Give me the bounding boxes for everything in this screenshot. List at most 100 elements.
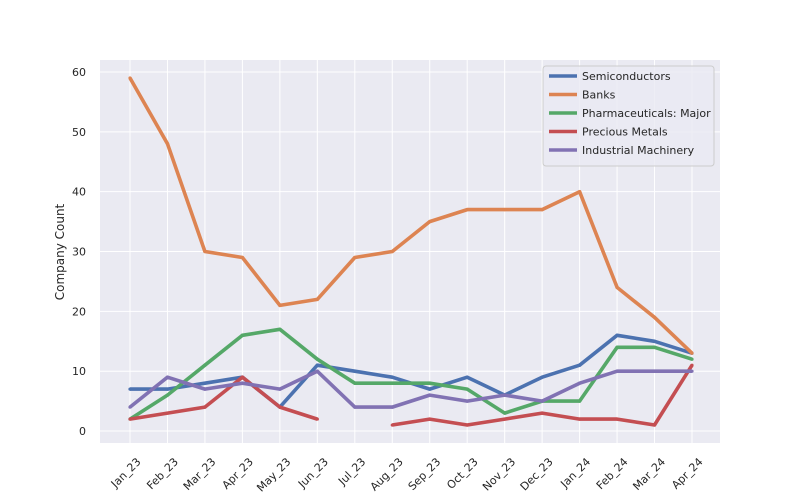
x-tick-label: Dec_23 bbox=[518, 455, 556, 493]
data-point bbox=[278, 303, 282, 307]
y-axis: 0 10 20 30 40 50 60 bbox=[72, 66, 86, 438]
data-point bbox=[315, 357, 319, 361]
data-point bbox=[353, 255, 357, 260]
x-tick-label: Aug_23 bbox=[368, 455, 406, 493]
x-tick-label: May_23 bbox=[254, 455, 293, 494]
x-tick-label: Jun_23 bbox=[295, 455, 331, 491]
data-point bbox=[615, 333, 619, 337]
data-point bbox=[503, 393, 507, 397]
data-point bbox=[615, 285, 619, 290]
legend-entry: Banks bbox=[582, 89, 616, 102]
data-point bbox=[465, 423, 469, 427]
x-tick-label: Oct_23 bbox=[444, 455, 480, 491]
y-tick-label: 20 bbox=[72, 305, 86, 318]
data-point bbox=[203, 381, 207, 385]
data-point bbox=[615, 417, 619, 421]
data-point bbox=[690, 351, 694, 355]
legend-entry: Industrial Machinery bbox=[582, 144, 695, 157]
data-point bbox=[278, 387, 282, 391]
data-point bbox=[578, 417, 582, 421]
data-point bbox=[428, 393, 432, 397]
grid bbox=[100, 60, 720, 443]
data-point bbox=[652, 345, 657, 349]
legend-entry: Semiconductors bbox=[582, 70, 671, 83]
series-layer bbox=[128, 76, 694, 427]
series-precious-metals bbox=[128, 363, 694, 427]
data-point bbox=[690, 369, 694, 373]
data-point bbox=[165, 387, 170, 391]
data-point bbox=[165, 411, 170, 415]
data-point bbox=[540, 399, 544, 403]
y-tick-label: 30 bbox=[72, 246, 86, 259]
data-point bbox=[465, 399, 469, 403]
data-point bbox=[390, 423, 394, 427]
data-point bbox=[503, 417, 507, 421]
data-point bbox=[203, 363, 207, 367]
data-point bbox=[578, 381, 582, 385]
x-tick-label: Jan_24 bbox=[557, 455, 593, 491]
data-point bbox=[578, 363, 582, 367]
x-tick-label: Feb_23 bbox=[144, 455, 181, 492]
data-point bbox=[315, 417, 319, 421]
data-point bbox=[652, 339, 657, 343]
data-point bbox=[128, 417, 132, 421]
data-point bbox=[428, 381, 432, 385]
data-point bbox=[353, 369, 357, 373]
legend-frame bbox=[542, 65, 715, 167]
data-point bbox=[390, 381, 394, 385]
y-axis-label: Company Count bbox=[53, 203, 67, 300]
x-tick-label: Nov_23 bbox=[480, 455, 518, 493]
data-point bbox=[203, 249, 207, 254]
data-point bbox=[278, 405, 282, 409]
y-tick-label: 60 bbox=[72, 66, 86, 79]
x-tick-label: Apr_24 bbox=[669, 455, 705, 491]
data-point bbox=[428, 417, 432, 421]
data-point bbox=[465, 375, 469, 379]
data-point bbox=[390, 249, 394, 254]
series-line bbox=[128, 77, 694, 355]
series-industrial-machinery bbox=[128, 369, 694, 409]
y-tick-label: 0 bbox=[79, 425, 86, 438]
data-point bbox=[578, 399, 582, 403]
data-point bbox=[165, 393, 170, 397]
data-point bbox=[240, 255, 244, 260]
data-point bbox=[652, 423, 657, 427]
data-point bbox=[652, 315, 657, 319]
data-point bbox=[578, 190, 582, 194]
data-point bbox=[278, 327, 282, 331]
data-point bbox=[240, 381, 244, 385]
series-line bbox=[128, 369, 692, 409]
legend[interactable]: Semiconductors Banks Pharmaceuticals: Majo… bbox=[542, 65, 715, 167]
data-point bbox=[503, 411, 507, 415]
data-point bbox=[390, 405, 394, 409]
data-point bbox=[540, 411, 544, 415]
data-point bbox=[315, 363, 319, 367]
y-tick-label: 40 bbox=[72, 186, 86, 199]
data-point bbox=[652, 369, 657, 373]
data-point bbox=[465, 208, 469, 212]
data-point bbox=[353, 381, 357, 385]
data-point bbox=[615, 345, 619, 349]
data-point bbox=[203, 387, 207, 391]
data-point bbox=[203, 405, 207, 409]
data-point bbox=[353, 405, 357, 409]
x-tick-label: Jul_23 bbox=[335, 455, 368, 488]
data-point bbox=[240, 375, 244, 379]
legend-entry: Precious Metals bbox=[582, 126, 668, 139]
data-point bbox=[165, 375, 170, 379]
series-banks bbox=[128, 76, 694, 355]
data-point bbox=[128, 387, 132, 391]
x-tick-label: Jan_23 bbox=[108, 455, 144, 491]
x-tick-label: Feb_24 bbox=[594, 455, 631, 492]
data-point bbox=[165, 142, 170, 146]
data-point bbox=[503, 208, 507, 212]
x-tick-label: Mar_23 bbox=[181, 455, 219, 493]
data-point bbox=[690, 357, 694, 361]
legend-entry: Pharmaceuticals: Major bbox=[582, 107, 711, 120]
data-point bbox=[428, 219, 432, 224]
data-point bbox=[315, 369, 319, 373]
series-line bbox=[129, 327, 693, 421]
